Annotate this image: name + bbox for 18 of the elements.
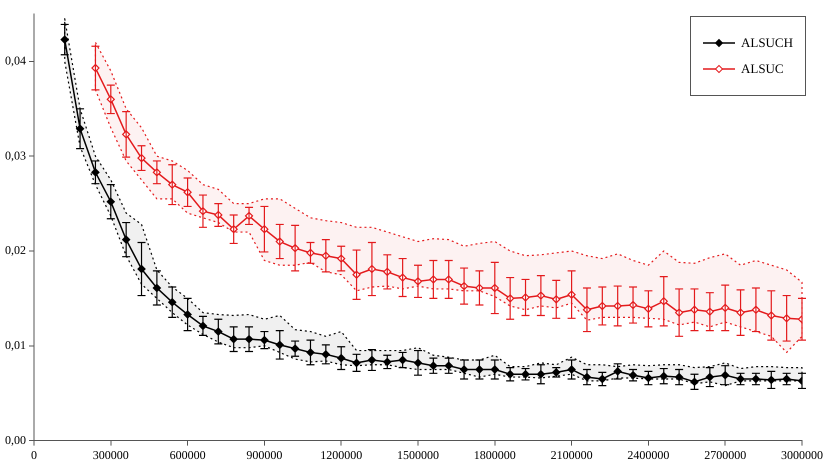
x-tick-label: 1200000 <box>320 448 362 462</box>
x-tick-label: 2700000 <box>704 448 746 462</box>
x-tick-label: 3000000 <box>781 448 823 462</box>
legend-label: ALSUC <box>740 61 784 77</box>
x-tick-label: 2100000 <box>550 448 593 462</box>
x-tick-label: 300000 <box>92 448 129 462</box>
x-tick-label: 0 <box>31 448 37 462</box>
y-tick-label: 0,01 <box>5 338 26 352</box>
x-tick-label: 1800000 <box>474 448 516 462</box>
y-tick-label: 0,04 <box>5 54 26 68</box>
x-tick-label: 2400000 <box>627 448 670 462</box>
legend-label: ALSUCH <box>740 35 793 51</box>
x-tick-label: 900000 <box>246 448 282 462</box>
y-tick-label: 0,03 <box>5 148 26 162</box>
y-tick-label: 0,00 <box>5 432 26 447</box>
x-tick-label: 600000 <box>170 448 206 462</box>
x-tick-label: 1500000 <box>397 448 439 462</box>
y-tick-label: 0,02 <box>5 243 26 258</box>
